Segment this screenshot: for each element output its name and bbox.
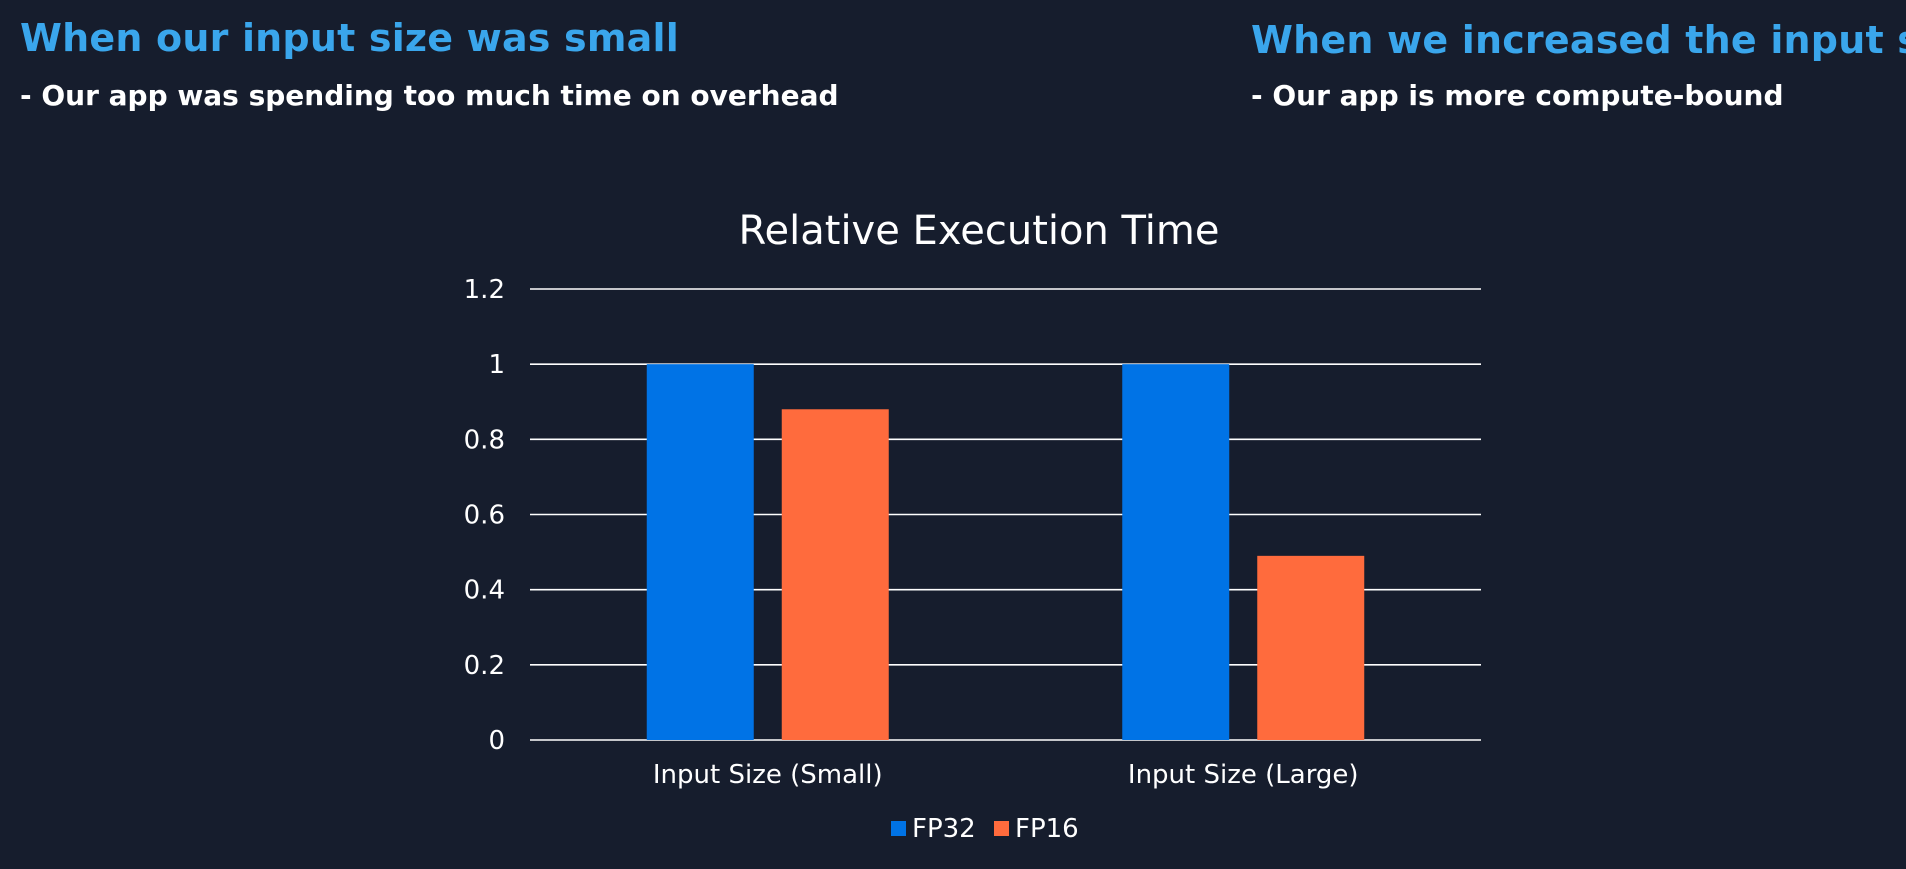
legend-label-fp32: FP32 [912,814,976,844]
x-axis-ticks: Input Size (Small) Input Size (Large) [653,760,1359,790]
x-tick-label: Input Size (Small) [653,760,883,790]
chart-title: Relative Execution Time [739,208,1220,254]
y-tick-label: 0 [488,726,505,756]
left-heading: When our input size was small [20,16,679,60]
bar-fp16-0 [781,409,889,740]
y-tick-label: 0.4 [464,576,505,606]
legend: FP32 FP16 [891,814,1079,844]
right-subheading: - Our app is more compute-bound [1251,79,1784,112]
y-tick-label: 0.6 [464,501,505,531]
bar-fp16-1 [1257,555,1365,740]
legend-label-fp16: FP16 [1015,814,1079,844]
bars [646,364,1365,740]
y-tick-label: 0.2 [464,651,505,681]
legend-swatch-fp32 [891,821,906,836]
y-tick-label: 1.2 [464,275,505,305]
bar-fp32-0 [646,364,754,740]
bar-fp32-1 [1122,364,1230,740]
y-tick-label: 0.8 [464,425,505,455]
y-tick-label: 1 [488,350,505,380]
x-tick-label: Input Size (Large) [1128,760,1359,790]
y-axis-ticks: 0 0.2 0.4 0.6 0.8 1 1.2 [464,275,505,756]
right-heading: When we increased the input size [1251,18,1906,62]
left-subheading: - Our app was spending too much time on … [20,79,839,112]
legend-swatch-fp16 [994,821,1009,836]
